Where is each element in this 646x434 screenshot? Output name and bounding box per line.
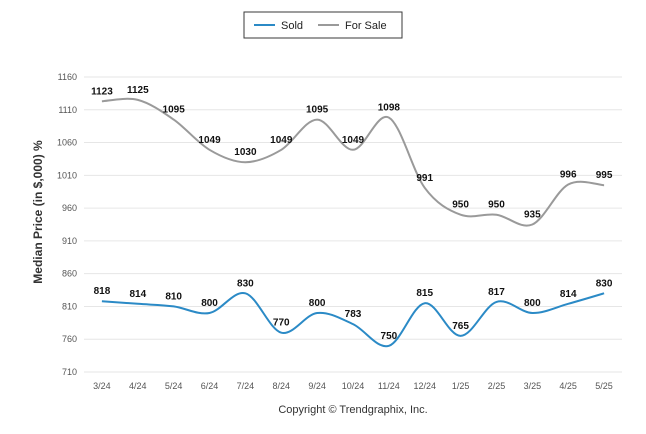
data-label-sold: 800 <box>524 298 541 309</box>
x-tick-label: 1/25 <box>452 381 470 391</box>
x-tick-label: 2/25 <box>488 381 506 391</box>
legend: Sold For Sale <box>243 11 403 39</box>
y-tick-label: 1110 <box>58 105 77 115</box>
x-tick-label: 8/24 <box>273 381 291 391</box>
y-tick-label: 860 <box>62 269 77 279</box>
data-label-sold: 814 <box>129 289 146 300</box>
data-label-for-sale: 1030 <box>234 147 257 158</box>
y-tick-label: 960 <box>62 203 77 213</box>
data-label-sold: 830 <box>237 278 254 289</box>
x-tick-label: 12/24 <box>413 381 436 391</box>
data-label-for-sale: 1049 <box>270 135 293 146</box>
y-axis-label: Median Price (in $,000) % <box>31 140 45 284</box>
data-label-sold: 830 <box>596 278 613 289</box>
data-label-sold: 818 <box>94 286 111 297</box>
x-tick-label: 6/24 <box>201 381 219 391</box>
x-tick-label: 4/24 <box>129 381 147 391</box>
data-label-sold: 765 <box>452 321 469 332</box>
x-tick-label: 10/24 <box>342 381 365 391</box>
x-tick-label: 7/24 <box>237 381 255 391</box>
gridlines <box>84 76 622 373</box>
data-label-sold: 800 <box>309 298 326 309</box>
y-axis-ticks: 710 760 810 860 910 960 1010 1060 1110 1160 <box>57 72 77 377</box>
x-tick-label: 5/25 <box>595 381 613 391</box>
series-lines <box>101 97 605 348</box>
x-tick-label: 3/24 <box>93 381 111 391</box>
data-label-for-sale: 995 <box>596 170 613 181</box>
data-label-for-sale: 1095 <box>163 105 186 116</box>
data-label-sold: 783 <box>345 309 362 320</box>
x-tick-label: 5/24 <box>165 381 183 391</box>
copyright-text: Copyright © Trendgraphix, Inc. <box>278 404 427 416</box>
data-label-for-sale: 950 <box>488 200 505 211</box>
series-line-sold <box>101 292 605 348</box>
y-tick-label: 1160 <box>58 72 77 82</box>
data-label-sold: 800 <box>201 298 218 309</box>
data-labels: 818 814 810 800 830 770 800 783 750 815 765 817 800 8… <box>91 85 613 342</box>
data-label-for-sale: 1098 <box>378 103 401 114</box>
data-label-for-sale: 1125 <box>127 85 149 96</box>
y-tick-label: 810 <box>62 301 77 311</box>
legend-label-for-sale: For Sale <box>345 20 387 32</box>
x-tick-label: 9/24 <box>308 381 326 391</box>
x-axis-ticks: 3/24 4/24 5/24 6/24 7/24 8/24 9/24 10/24 11/24 12… <box>93 381 613 391</box>
y-tick-label: 910 <box>62 236 77 246</box>
x-tick-label: 3/25 <box>524 381 542 391</box>
data-label-sold: 817 <box>488 287 505 298</box>
legend-label-sold: Sold <box>281 20 303 32</box>
data-label-for-sale: 950 <box>452 200 469 211</box>
data-label-for-sale: 1049 <box>198 135 221 146</box>
data-label-for-sale: 1049 <box>342 135 365 146</box>
data-label-for-sale: 1123 <box>91 86 113 97</box>
y-tick-label: 1060 <box>57 138 77 148</box>
data-label-sold: 770 <box>273 318 290 329</box>
data-label-for-sale: 1095 <box>306 105 329 116</box>
data-label-sold: 810 <box>165 291 182 302</box>
y-tick-label: 1010 <box>57 170 77 180</box>
data-label-for-sale: 991 <box>416 173 433 184</box>
data-label-for-sale: 935 <box>524 210 541 221</box>
data-label-sold: 814 <box>560 289 577 300</box>
series-line-for-sale <box>101 97 605 227</box>
y-tick-label: 710 <box>62 367 77 377</box>
y-tick-label: 760 <box>62 334 77 344</box>
data-label-for-sale: 996 <box>560 170 577 181</box>
data-label-sold: 815 <box>416 288 433 299</box>
data-label-sold: 750 <box>381 331 398 342</box>
x-tick-label: 11/24 <box>378 381 400 391</box>
x-tick-label: 4/25 <box>559 381 577 391</box>
